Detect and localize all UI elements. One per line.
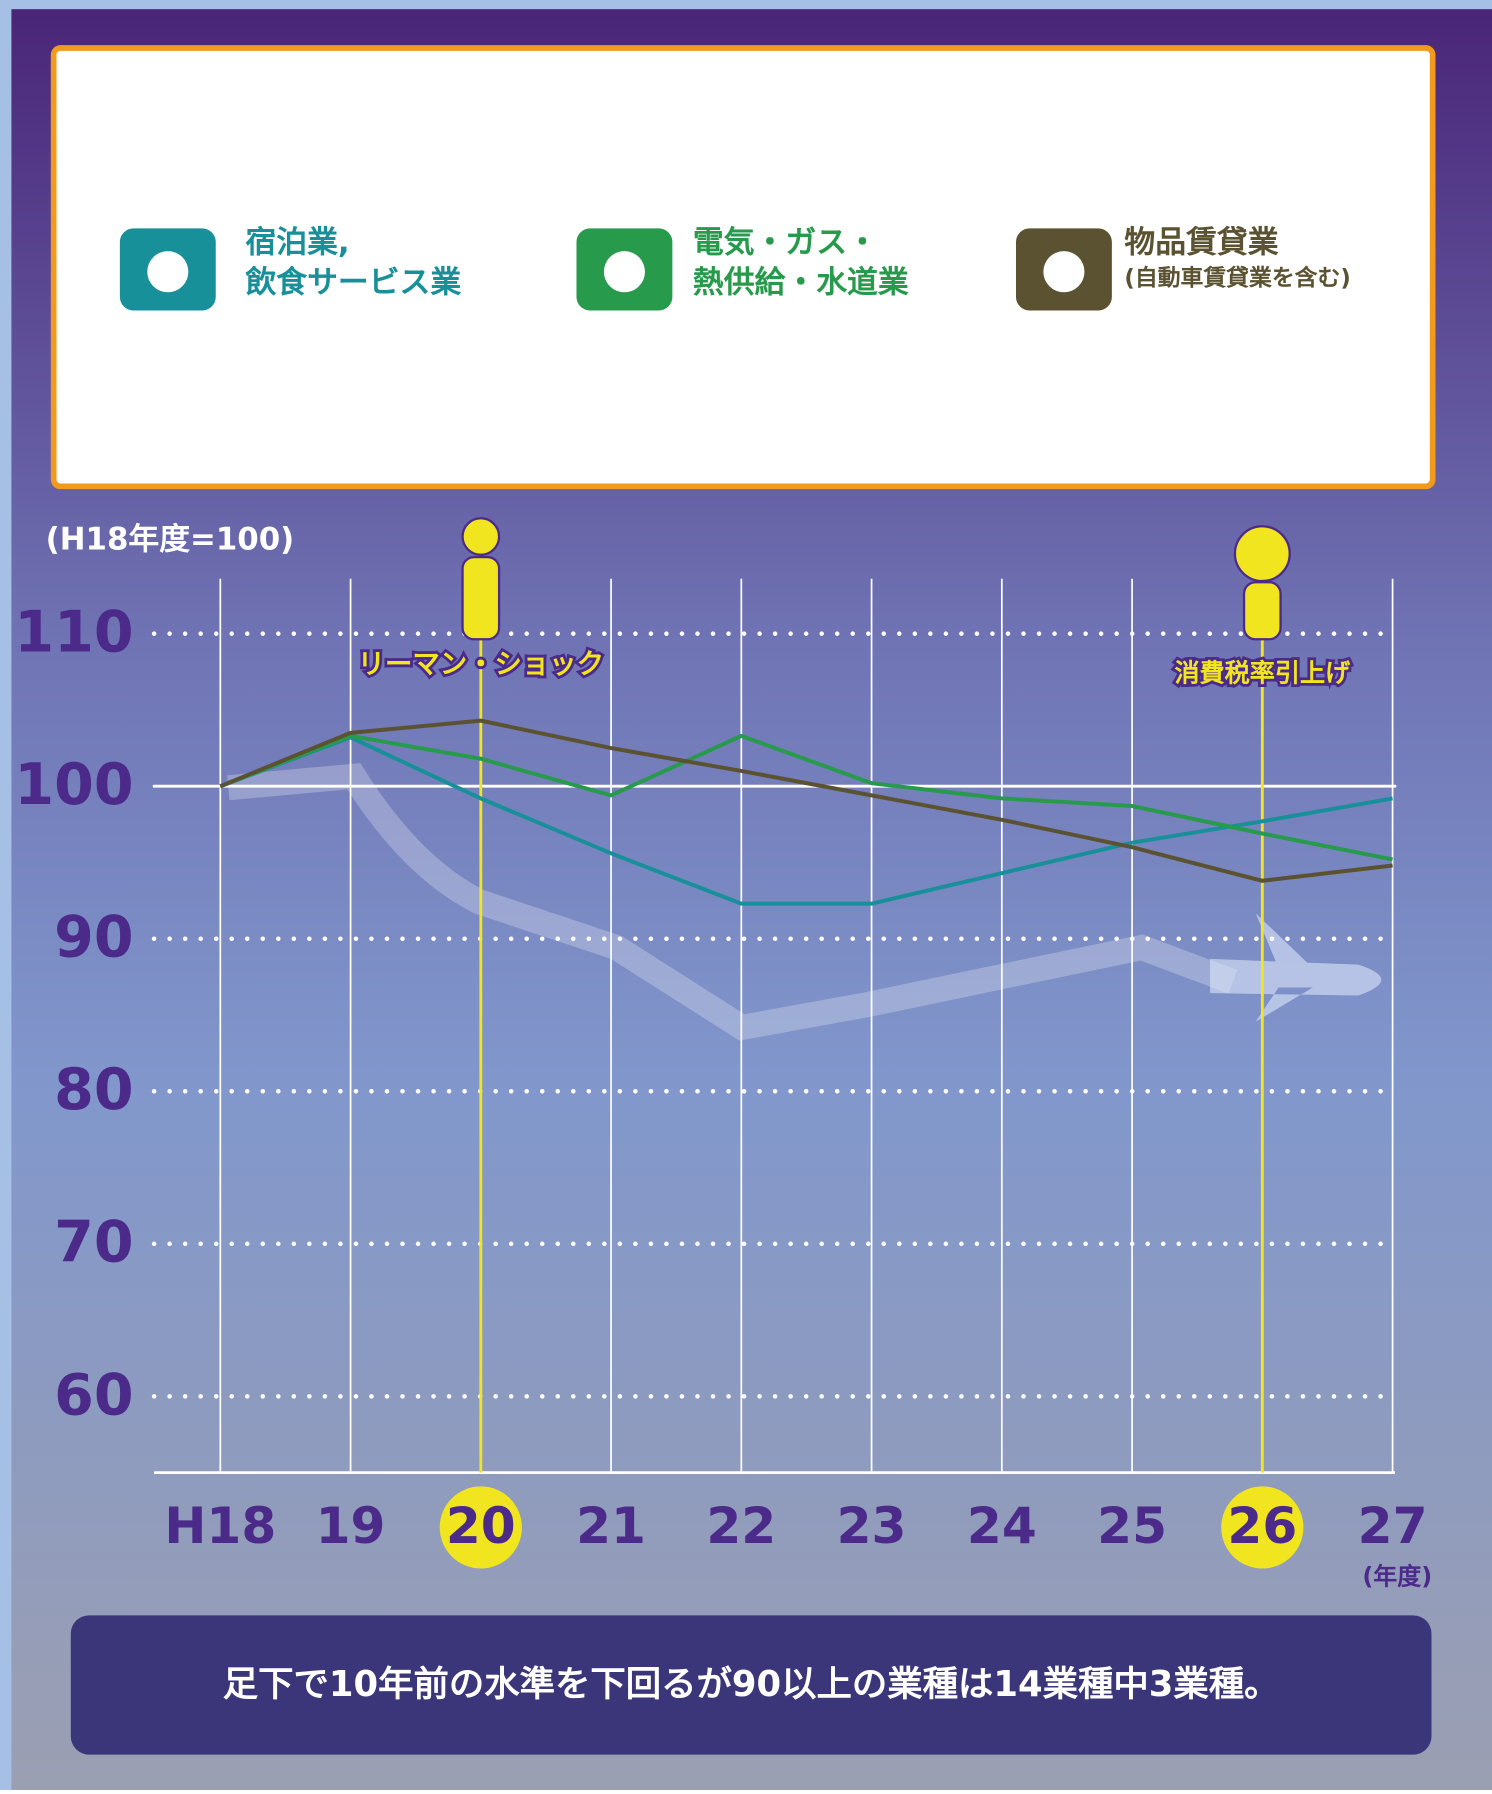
y-unit-label: (H18年度=100) (46, 522, 295, 558)
series-line (219, 718, 1393, 883)
legend-note: (自動車賃貸業を含む) (1124, 263, 1351, 292)
plane-icon (1210, 913, 1382, 1022)
legend-icon-detail (603, 251, 645, 293)
x-tick-label: 22 (706, 1496, 776, 1555)
x-tick-label: 20 (446, 1496, 516, 1555)
annotation-icon (1242, 581, 1282, 641)
x-tick-label: 23 (837, 1496, 907, 1555)
y-tick-label: 70 (54, 1210, 133, 1276)
x-tick-label: 27 (1358, 1496, 1428, 1555)
x-unit-label: (年度) (1362, 1563, 1432, 1591)
annotation-icon (1233, 525, 1291, 583)
y-tick-label: 110 (14, 600, 133, 666)
x-tick-label: H18 (164, 1496, 276, 1555)
annotation-label: 消費税率引上げ (1174, 659, 1351, 688)
legend-label: 宿泊業, 飲食サービス業 (245, 224, 462, 301)
x-tick-label: 21 (576, 1496, 646, 1555)
legend-label: 電気・ガス・ 熱供給・水道業 (692, 224, 909, 301)
legend-text: 物品賃貸業(自動車賃貸業を含む) (1124, 224, 1351, 292)
legend-icon-detail (147, 251, 189, 293)
annotation-label: リーマン・ショック (358, 649, 604, 680)
x-tick-highlight (1221, 1486, 1304, 1569)
plane-trail (227, 763, 1238, 1041)
series-line (219, 733, 1393, 862)
y-tick-label: 80 (54, 1057, 133, 1123)
y-tick-label: 90 (54, 905, 133, 971)
y-tick-label: 100 (14, 752, 133, 818)
legend-text: 電気・ガス・ 熱供給・水道業 (692, 224, 909, 301)
legend-text: 宿泊業, 飲食サービス業 (245, 224, 462, 301)
footnote: 足下で10年前の水準を下回るが90以上の業種は14業種中3業種。 (223, 1664, 1280, 1705)
annotation-icon (461, 517, 501, 556)
x-tick-label: 26 (1227, 1496, 1297, 1555)
legend-icon-detail (1043, 251, 1085, 293)
footnote-box (70, 1615, 1432, 1755)
x-tick-label: 24 (967, 1496, 1037, 1555)
x-tick-highlight (439, 1486, 522, 1569)
series-line (219, 735, 1393, 906)
x-tick-label: 19 (316, 1496, 386, 1555)
legend-box (50, 45, 1436, 490)
x-tick-label: 25 (1097, 1496, 1167, 1555)
legend-label: 物品賃貸業 (1124, 224, 1279, 261)
y-tick-label: 60 (54, 1362, 133, 1428)
annotation-icon (461, 555, 501, 641)
